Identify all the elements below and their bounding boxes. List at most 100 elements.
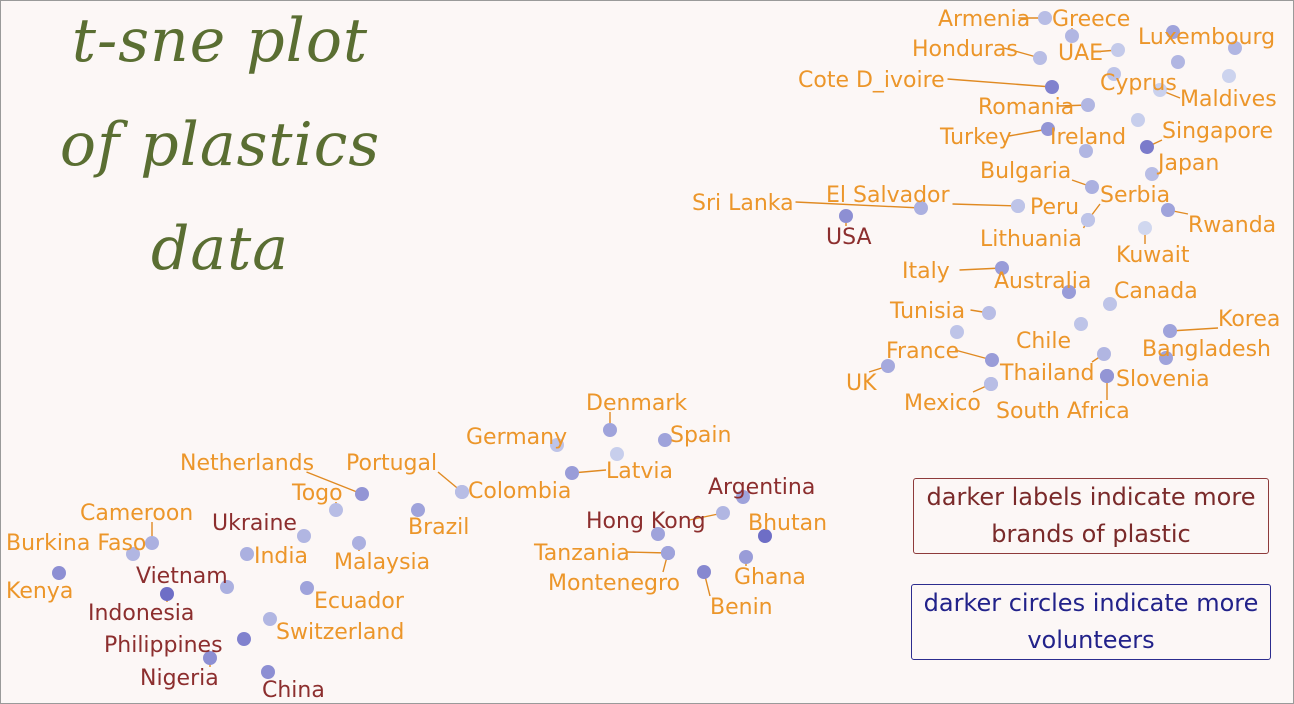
point-label: Japan (1156, 151, 1219, 176)
scatter-point (352, 536, 366, 550)
scatter-point (758, 529, 772, 543)
point-label: Tunisia (889, 299, 965, 324)
scatter-point (145, 536, 159, 550)
scatter-point (1140, 140, 1154, 154)
point-label: Netherlands (180, 451, 314, 476)
point-label: Turkey (939, 125, 1012, 150)
scatter-point (565, 466, 579, 480)
scatter-point (160, 587, 174, 601)
point-label: Kenya (6, 579, 73, 604)
scatter-point (1065, 29, 1079, 43)
scatter-point (995, 261, 1009, 275)
scatter-point (1163, 324, 1177, 338)
point-label: Serbia (1100, 183, 1170, 208)
point-label: India (254, 544, 308, 569)
point-label: Cyprus (1100, 71, 1177, 96)
point-label: Nigeria (140, 666, 219, 691)
scatter-point (982, 306, 996, 320)
scatter-point (1159, 351, 1173, 365)
point-label: Hong Kong (586, 509, 706, 534)
point-label: Burkina Faso (6, 531, 146, 556)
point-label: Kuwait (1116, 243, 1190, 268)
point-label: Singapore (1162, 119, 1273, 144)
scatter-point (1161, 203, 1175, 217)
scatter-point (950, 325, 964, 339)
scatter-point (261, 665, 275, 679)
point-label: Bangladesh (1142, 337, 1271, 362)
label-leader-line (947, 78, 1053, 88)
legend-circles-line-2: volunteers (1027, 626, 1155, 654)
scatter-point (1103, 297, 1117, 311)
scatter-point (1171, 55, 1185, 69)
scatter-point (1097, 347, 1111, 361)
scatter-point (237, 632, 251, 646)
scatter-point (739, 550, 753, 564)
point-label: Korea (1218, 307, 1280, 332)
point-label: Lithuania (980, 227, 1082, 252)
point-label: Argentina (708, 475, 815, 500)
point-label: Switzerland (276, 620, 404, 645)
scatter-point (300, 581, 314, 595)
scatter-point (839, 209, 853, 223)
point-label: Sri Lanka (692, 191, 794, 216)
point-label: Vietnam (136, 564, 228, 589)
scatter-point (1045, 80, 1059, 94)
scatter-point (240, 547, 254, 561)
point-label: Brazil (408, 515, 469, 540)
point-label: USA (826, 225, 872, 250)
point-label: Canada (1114, 279, 1198, 304)
point-label: Tanzania (533, 541, 630, 566)
point-label: Ghana (734, 565, 806, 590)
label-leader-line (795, 201, 922, 209)
scatter-point (697, 565, 711, 579)
point-label: Maldives (1180, 87, 1277, 112)
chart-title-line-3: data (150, 214, 290, 284)
point-label: Ireland (1050, 125, 1126, 150)
scatter-point (716, 506, 730, 520)
point-label: Portugal (346, 451, 437, 476)
point-label: Italy (902, 259, 950, 284)
scatter-point (1222, 69, 1236, 83)
point-label: Thailand (999, 361, 1094, 386)
scatter-point (1074, 317, 1088, 331)
point-label: Spain (670, 423, 731, 448)
point-label: Luxembourg (1138, 25, 1275, 50)
scatter-point (52, 566, 66, 580)
point-label: China (262, 678, 325, 703)
point-label: Honduras (912, 37, 1018, 62)
point-label: El Salvador (826, 183, 950, 208)
scatter-point (411, 503, 425, 517)
scatter-point (1145, 167, 1159, 181)
chart-title-line-2: of plastics (59, 110, 381, 180)
point-label: UK (846, 371, 877, 396)
scatter-point (1111, 43, 1125, 57)
legend-labels-line-2: brands of plastic (991, 520, 1191, 548)
point-label: Peru (1030, 195, 1079, 220)
point-label: Germany (466, 425, 567, 450)
scatter-point (1228, 41, 1242, 55)
point-label: Slovenia (1116, 367, 1210, 392)
point-label: France (886, 339, 959, 364)
scatter-point (1062, 285, 1076, 299)
chart-title-line-1: t-sne plot (71, 6, 369, 76)
scatter-point (1131, 113, 1145, 127)
scatter-point (603, 423, 617, 437)
point-label: Denmark (586, 391, 687, 416)
label-leader-line (306, 471, 363, 495)
legend-labels-line-1: darker labels indicate more (926, 483, 1256, 511)
scatter-point (220, 580, 234, 594)
scatter-point (263, 612, 277, 626)
scatter-point (658, 433, 672, 447)
point-label: Armenia (938, 7, 1030, 32)
scatter-point (651, 527, 665, 541)
point-label: Chile (1016, 329, 1071, 354)
scatter-point (1081, 213, 1095, 227)
point-label: Togo (291, 481, 343, 506)
scatter-point (1107, 67, 1121, 81)
scatter-point (881, 359, 895, 373)
scatter-point (455, 485, 469, 499)
point-label: Ecuador (314, 589, 405, 614)
scatter-point (550, 438, 564, 452)
scatter-point (355, 487, 369, 501)
